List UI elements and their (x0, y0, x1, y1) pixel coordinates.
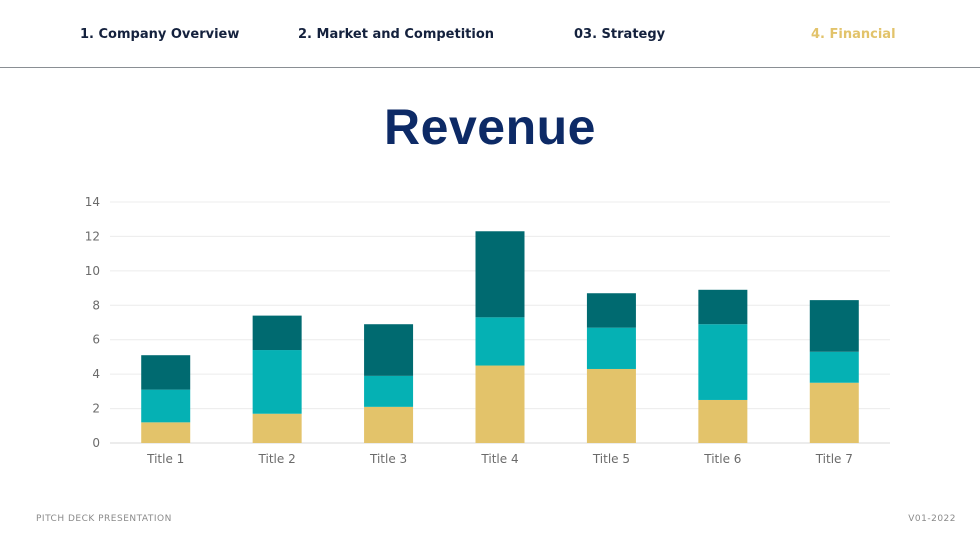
bar-segment-2 (364, 375, 414, 407)
chart-x-ticks: Title 1 Title 2 Title 3 Title 4 Title 5 Title… (146, 452, 853, 466)
x-tick-label: Title 1 (146, 452, 184, 466)
x-tick-label: Title 6 (703, 452, 741, 466)
page-title: Revenue (384, 99, 596, 155)
x-tick-label: Title 3 (369, 452, 407, 466)
bar-segment-1 (252, 413, 302, 443)
bar-segment-1 (586, 368, 636, 443)
bar-segment-1 (809, 382, 859, 443)
y-tick-label: 0 (92, 436, 100, 450)
bar-segment-1 (141, 422, 191, 443)
y-tick-label: 2 (92, 402, 100, 416)
footer-version: V01-2022 (908, 514, 956, 524)
x-tick-label: Title 4 (480, 452, 518, 466)
bar-segment-3 (141, 355, 191, 390)
bar-segment-1 (475, 365, 525, 443)
bar-segment-3 (809, 300, 859, 352)
bar-segment-2 (809, 351, 859, 383)
y-tick-label: 6 (92, 333, 100, 347)
y-tick-label: 8 (92, 298, 100, 312)
bar-segment-2 (141, 389, 191, 423)
bar-segment-1 (698, 399, 748, 443)
bar-segment-3 (252, 315, 302, 351)
chart-y-ticks: 0 2 4 6 8 10 12 14 (85, 195, 100, 450)
x-tick-label: Title 7 (815, 452, 853, 466)
nav-item-financial[interactable]: 4. Financial (811, 27, 896, 42)
y-tick-label: 14 (85, 195, 100, 209)
y-tick-label: 4 (92, 367, 100, 381)
nav-item-market-competition[interactable]: 2. Market and Competition (298, 27, 495, 42)
y-tick-label: 10 (85, 264, 100, 278)
nav-item-strategy[interactable]: 03. Strategy (574, 27, 666, 42)
bar-segment-3 (364, 324, 414, 376)
bar-segment-2 (586, 327, 636, 369)
y-tick-label: 12 (85, 229, 100, 243)
section-nav: 1. Company Overview 2. Market and Compet… (0, 0, 980, 68)
bar-segment-2 (252, 350, 302, 414)
bar-segment-3 (698, 289, 748, 325)
bar-segment-1 (364, 406, 414, 443)
bar-segment-2 (698, 324, 748, 400)
footer-presentation-label: PITCH DECK PRESENTATION (36, 514, 172, 524)
bar-segment-3 (475, 231, 525, 318)
bar-segment-3 (586, 293, 636, 328)
bar-segment-2 (475, 317, 525, 366)
x-tick-label: Title 2 (258, 452, 296, 466)
nav-item-company-overview[interactable]: 1. Company Overview (80, 27, 240, 42)
x-tick-label: Title 5 (592, 452, 630, 466)
chart-bars (141, 231, 859, 443)
